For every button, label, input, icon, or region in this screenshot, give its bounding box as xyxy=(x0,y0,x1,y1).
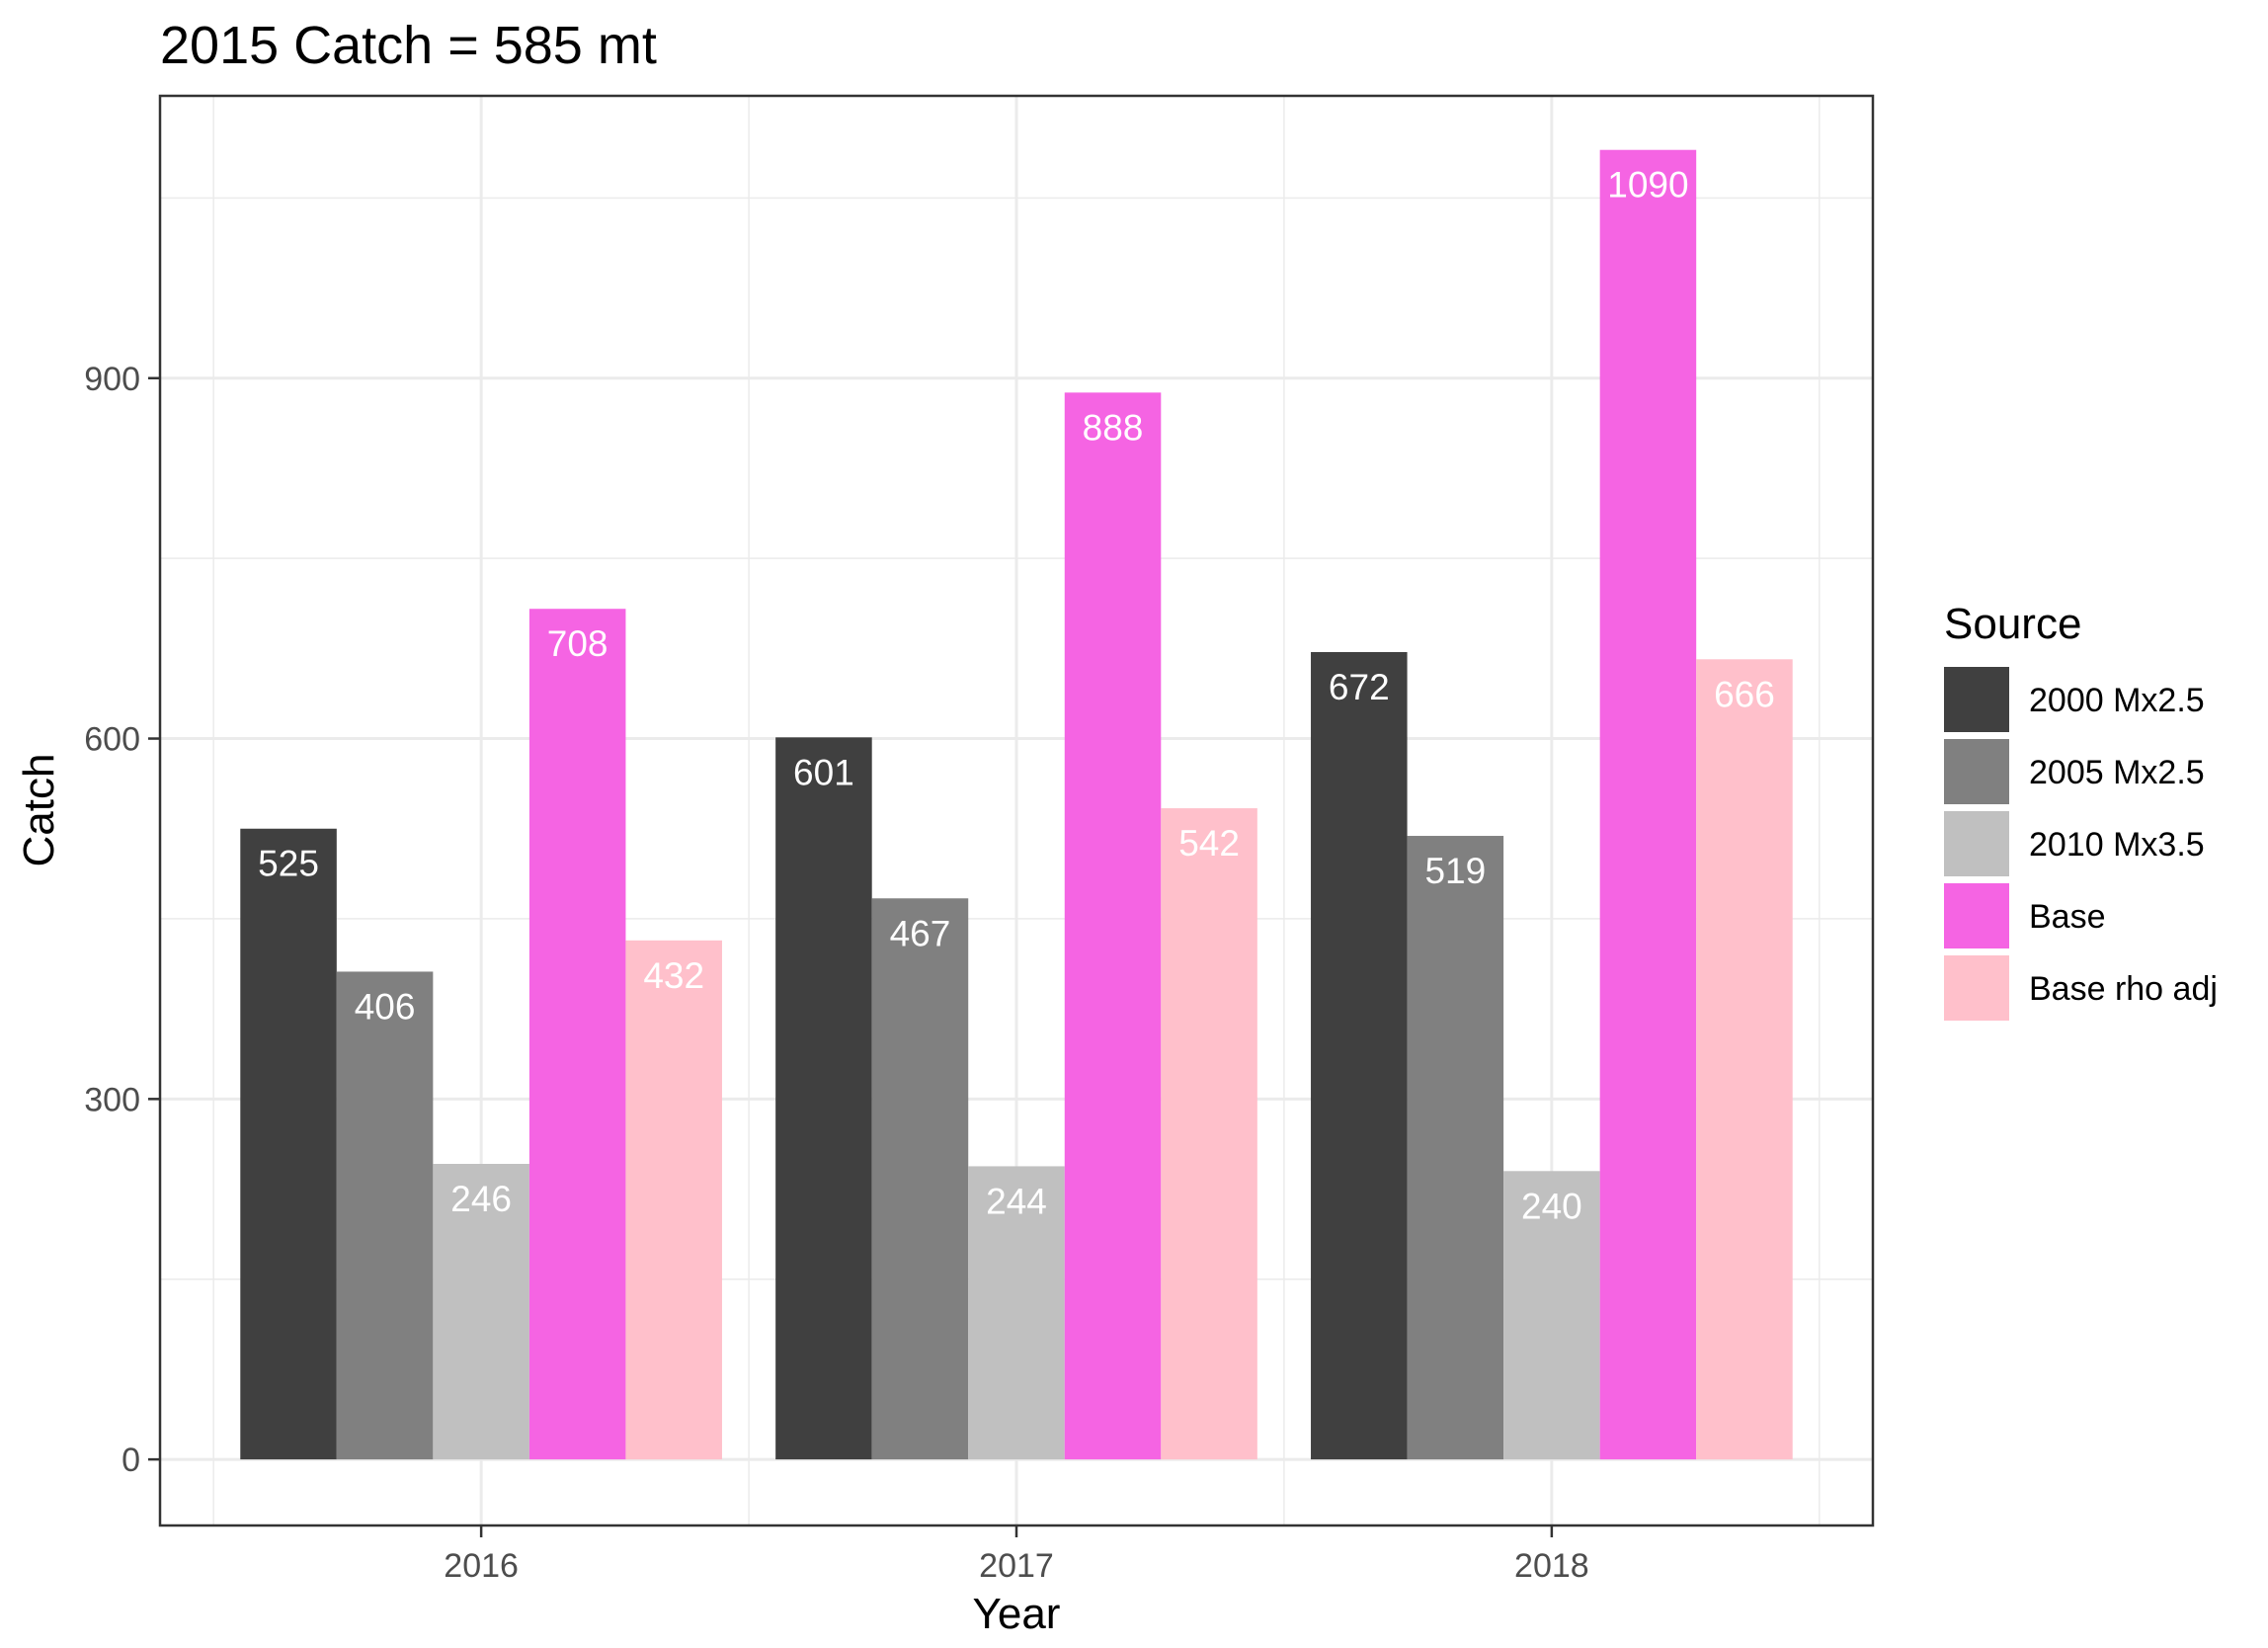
x-tick-label: 2017 xyxy=(979,1547,1054,1585)
legend-key xyxy=(1944,667,2009,732)
bar xyxy=(528,609,626,1460)
y-tick-label: 900 xyxy=(84,361,140,398)
y-tick-label: 300 xyxy=(84,1081,140,1118)
y-tick-label: 0 xyxy=(122,1442,140,1479)
x-axis: 2016 2017 2018 xyxy=(444,1525,1589,1585)
y-axis-title: Catch xyxy=(15,754,63,867)
bar-value-label: 542 xyxy=(1178,823,1240,864)
bar-value-label: 467 xyxy=(890,913,951,953)
bar-value-label: 601 xyxy=(793,752,854,792)
bar xyxy=(775,737,872,1460)
bar-value-label: 244 xyxy=(986,1181,1047,1221)
legend-key xyxy=(1944,883,2009,948)
legend-label: 2005 Mx2.5 xyxy=(2029,754,2205,791)
x-axis-title: Year xyxy=(973,1590,1061,1638)
legend-label: 2000 Mx2.5 xyxy=(2029,682,2205,719)
bar xyxy=(1161,808,1257,1460)
bar xyxy=(1311,651,1408,1460)
bar-value-label: 519 xyxy=(1424,851,1486,891)
bar xyxy=(1503,1171,1600,1460)
x-tick-label: 2018 xyxy=(1514,1547,1589,1585)
legend-key xyxy=(1944,739,2009,804)
bar xyxy=(433,1163,529,1460)
bar xyxy=(1064,392,1162,1460)
bar xyxy=(240,828,337,1460)
x-tick-label: 2016 xyxy=(444,1547,519,1585)
bar xyxy=(1599,149,1697,1460)
bar-value-label: 246 xyxy=(450,1179,512,1219)
bar xyxy=(1407,836,1504,1460)
bar-value-label: 432 xyxy=(643,955,704,996)
bar-value-label: 1090 xyxy=(1607,165,1688,206)
y-tick-label: 600 xyxy=(84,721,140,759)
bar xyxy=(968,1166,1065,1460)
bar-value-label: 888 xyxy=(1083,407,1144,448)
bar-value-label: 672 xyxy=(1329,667,1390,707)
legend-title: Source xyxy=(1944,600,2081,648)
bar xyxy=(336,971,434,1460)
legend-label: Base xyxy=(2029,898,2106,936)
bar-value-label: 406 xyxy=(355,986,416,1027)
bar-value-label: 708 xyxy=(547,623,608,664)
bar-value-label: 666 xyxy=(1714,674,1775,714)
legend-label: Base rho adj xyxy=(2029,970,2218,1008)
bars xyxy=(240,149,1793,1460)
legend-key xyxy=(1944,955,2009,1021)
bar-value-label: 240 xyxy=(1521,1186,1582,1226)
legend-label: 2010 Mx3.5 xyxy=(2029,826,2205,864)
bar xyxy=(1696,659,1793,1460)
legend-key xyxy=(1944,811,2009,876)
chart-title: 2015 Catch = 585 mt xyxy=(160,16,657,75)
bar-value-label: 525 xyxy=(258,844,319,884)
legend: Source 2000 Mx2.5 2005 Mx2.5 2010 Mx3.5 Bas… xyxy=(1944,600,2218,1021)
bar-labels: 525 406 246 708 432 601 467 244 888 542 672 519 240 1… xyxy=(258,165,1775,1227)
y-axis: 0 300 600 900 xyxy=(84,361,160,1479)
bar xyxy=(871,898,969,1460)
bar xyxy=(625,940,722,1460)
